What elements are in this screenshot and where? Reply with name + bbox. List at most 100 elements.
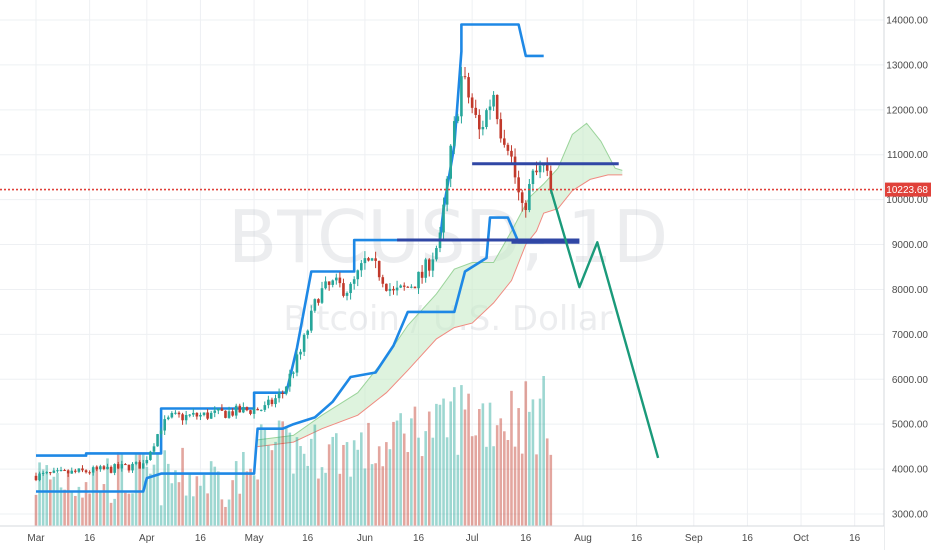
- candle-body: [163, 419, 166, 431]
- volume-bar: [392, 421, 395, 526]
- volume-bar: [231, 480, 234, 526]
- volume-bar: [274, 441, 277, 526]
- volume-bar: [238, 493, 242, 526]
- candle-body: [95, 467, 99, 470]
- ichimoku-cloud: [257, 122, 623, 448]
- horizontal-levels: [397, 162, 619, 244]
- candle-body: [356, 270, 360, 280]
- volume-bar: [159, 505, 163, 526]
- volume-bar: [277, 420, 281, 526]
- volume-bar: [145, 466, 149, 526]
- x-tick-label: May: [245, 533, 264, 544]
- volume-bar: [63, 489, 66, 526]
- volume-bar: [34, 494, 38, 526]
- volume-bar: [156, 452, 159, 526]
- time-axis-bg: [0, 526, 884, 550]
- volume-bar: [388, 449, 392, 526]
- volume-bar: [224, 506, 227, 526]
- candle-body: [306, 330, 309, 335]
- candle-body: [517, 177, 520, 193]
- candle-body: [77, 468, 81, 472]
- volume-bar: [413, 406, 417, 526]
- candle-body: [399, 285, 402, 288]
- candle-body: [410, 286, 413, 288]
- candlesticks: [34, 66, 553, 482]
- candle-body: [370, 258, 374, 261]
- volume-bar: [360, 432, 363, 526]
- candle-body: [431, 259, 435, 271]
- candle-body: [84, 470, 88, 473]
- volume-bar: [292, 473, 295, 526]
- donchian-channel: [36, 23, 544, 493]
- volume-bar: [270, 450, 274, 526]
- volume-bar: [99, 492, 102, 526]
- volume-bar: [442, 398, 445, 526]
- candle-body: [124, 464, 127, 466]
- volume-bar: [431, 437, 435, 526]
- candle-body: [227, 411, 231, 418]
- candle-body: [74, 470, 77, 472]
- volume-bar: [84, 482, 88, 526]
- candle-body: [181, 414, 184, 421]
- y-tick-label: 9000.00: [892, 240, 929, 251]
- candle-body: [174, 412, 177, 414]
- candle-body: [134, 462, 138, 464]
- volume-bar: [495, 425, 499, 526]
- x-tick-label: Apr: [139, 533, 155, 544]
- candle-body: [327, 281, 331, 285]
- volume-bar: [192, 496, 195, 526]
- volume-bar: [256, 479, 259, 526]
- volume-bar: [170, 483, 174, 526]
- candle-body: [152, 446, 156, 452]
- volume-bar: [295, 437, 299, 526]
- volume-bar: [377, 446, 381, 526]
- volume-bar: [506, 439, 510, 526]
- candle-body: [374, 258, 377, 261]
- volume-bar: [116, 452, 120, 526]
- candle-body: [195, 412, 199, 417]
- volume-bar: [174, 470, 177, 526]
- candle-body: [324, 281, 327, 289]
- y-tick-label: 5000.00: [892, 420, 929, 431]
- candle-body: [263, 405, 267, 410]
- candle-body: [452, 121, 456, 146]
- volume-bar: [59, 487, 63, 526]
- candle-body: [231, 411, 234, 416]
- candle-body: [481, 127, 485, 130]
- volume-bar: [299, 446, 302, 526]
- candle-body: [388, 288, 392, 291]
- x-tick-label: Jul: [466, 533, 479, 544]
- candle-body: [213, 410, 217, 413]
- volume-bar: [77, 486, 81, 526]
- candle-body: [91, 467, 95, 473]
- volume-bar: [535, 454, 538, 526]
- volume-bar: [417, 437, 420, 526]
- volume-bar: [406, 452, 410, 526]
- candle-body: [256, 408, 259, 411]
- volume-bar: [181, 447, 184, 526]
- candle-body: [460, 76, 463, 117]
- volume-bar: [202, 475, 206, 526]
- candle-body: [127, 464, 131, 471]
- candle-body: [188, 414, 192, 416]
- y-tick-label: 13000.00: [886, 60, 928, 71]
- projection-path: [549, 189, 660, 459]
- candle-body: [131, 463, 134, 471]
- cloud-fill: [257, 123, 623, 447]
- volume-bar: [335, 433, 338, 526]
- candle-body: [506, 144, 510, 151]
- candle-body: [549, 170, 553, 190]
- cloud-lower-edge: [257, 174, 623, 448]
- candle-body: [281, 392, 284, 394]
- price-axis-bg: [884, 0, 932, 550]
- candle-body: [245, 407, 249, 411]
- volume-bar: [166, 463, 170, 526]
- volume-bar: [327, 444, 331, 526]
- candle-body: [70, 470, 74, 474]
- volume-bar: [545, 438, 549, 526]
- x-tick-label: 16: [631, 533, 643, 544]
- x-tick-label: 16: [413, 533, 425, 544]
- volume-bar: [217, 471, 220, 526]
